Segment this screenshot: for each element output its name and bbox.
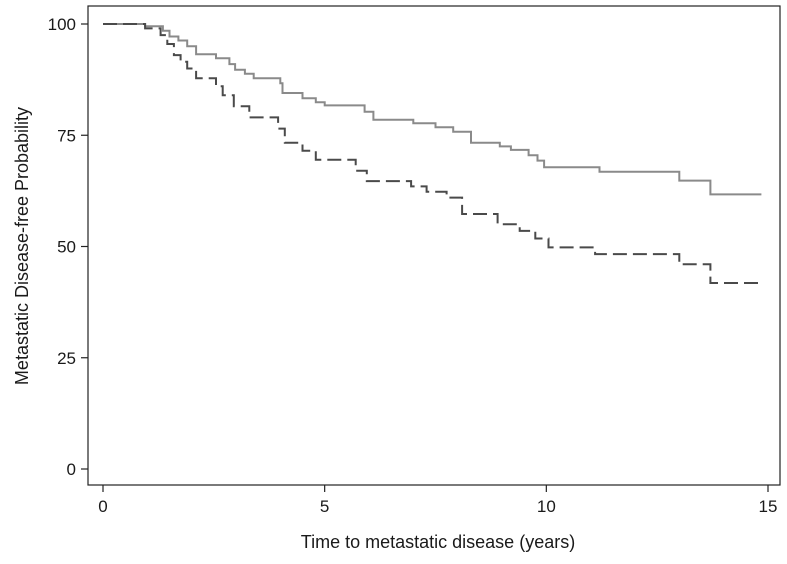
x-axis: 0 5 10 15 <box>98 485 777 516</box>
y-tick-label: 100 <box>48 15 76 34</box>
series-line-solid <box>103 23 762 196</box>
series-layer <box>103 23 762 284</box>
x-axis-title: Time to metastatic disease (years) <box>301 532 575 552</box>
plot-area <box>87 5 781 486</box>
series-line-dashed <box>103 23 762 284</box>
x-tick-label: 0 <box>98 497 107 516</box>
x-tick-label: 5 <box>320 497 329 516</box>
y-tick-label: 50 <box>57 238 76 257</box>
y-tick-label: 0 <box>67 460 76 479</box>
x-tick-label: 15 <box>759 497 778 516</box>
y-tick-label: 25 <box>57 349 76 368</box>
y-axis-title: Metastatic Disease-free Probability <box>12 107 32 385</box>
y-tick-label: 75 <box>57 126 76 145</box>
x-tick-label: 10 <box>537 497 556 516</box>
y-axis: 0 25 50 75 100 <box>48 15 88 479</box>
